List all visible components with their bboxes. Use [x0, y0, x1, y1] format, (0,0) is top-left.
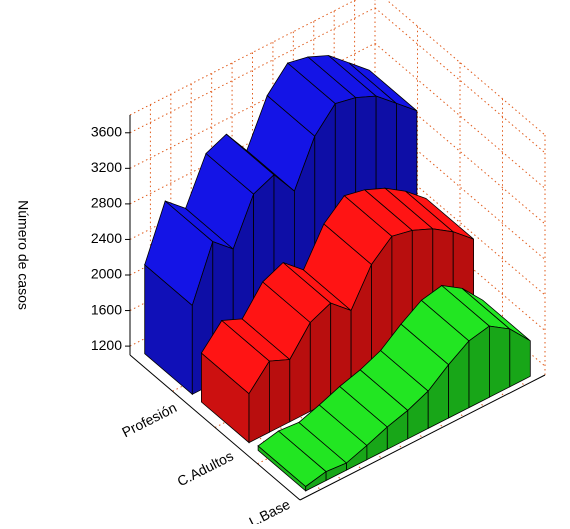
y-tick-label: 1600: [91, 301, 122, 317]
grid-line: [374, 7, 546, 154]
ribbon-front: [268, 359, 291, 433]
grid-line: [374, 42, 546, 189]
y-tick-label: 3600: [91, 123, 122, 139]
ribbon-front: [309, 302, 332, 412]
x-axis: [299, 374, 546, 501]
legend-label: Profesión: [119, 399, 179, 440]
y-tick-label: 2800: [91, 195, 122, 211]
y-tick-label: 2400: [91, 230, 122, 246]
y-tick-label: 3200: [91, 159, 122, 175]
ribbon-front: [488, 325, 511, 398]
legend-label: C.Adultos: [174, 448, 235, 490]
ribbon-front: [468, 325, 490, 409]
y-axis-label: Número de casos: [15, 200, 31, 310]
ribbon-front: [509, 328, 531, 388]
grid-line: [129, 7, 376, 134]
depth-axis: [129, 354, 301, 501]
grid-line: [129, 42, 376, 169]
y-tick-label: 2000: [91, 266, 122, 282]
box-edge: [385, 0, 546, 136]
grid-line: [129, 78, 376, 205]
y-tick-label: 1200: [91, 337, 122, 353]
legend-label: L.Base: [246, 496, 292, 524]
